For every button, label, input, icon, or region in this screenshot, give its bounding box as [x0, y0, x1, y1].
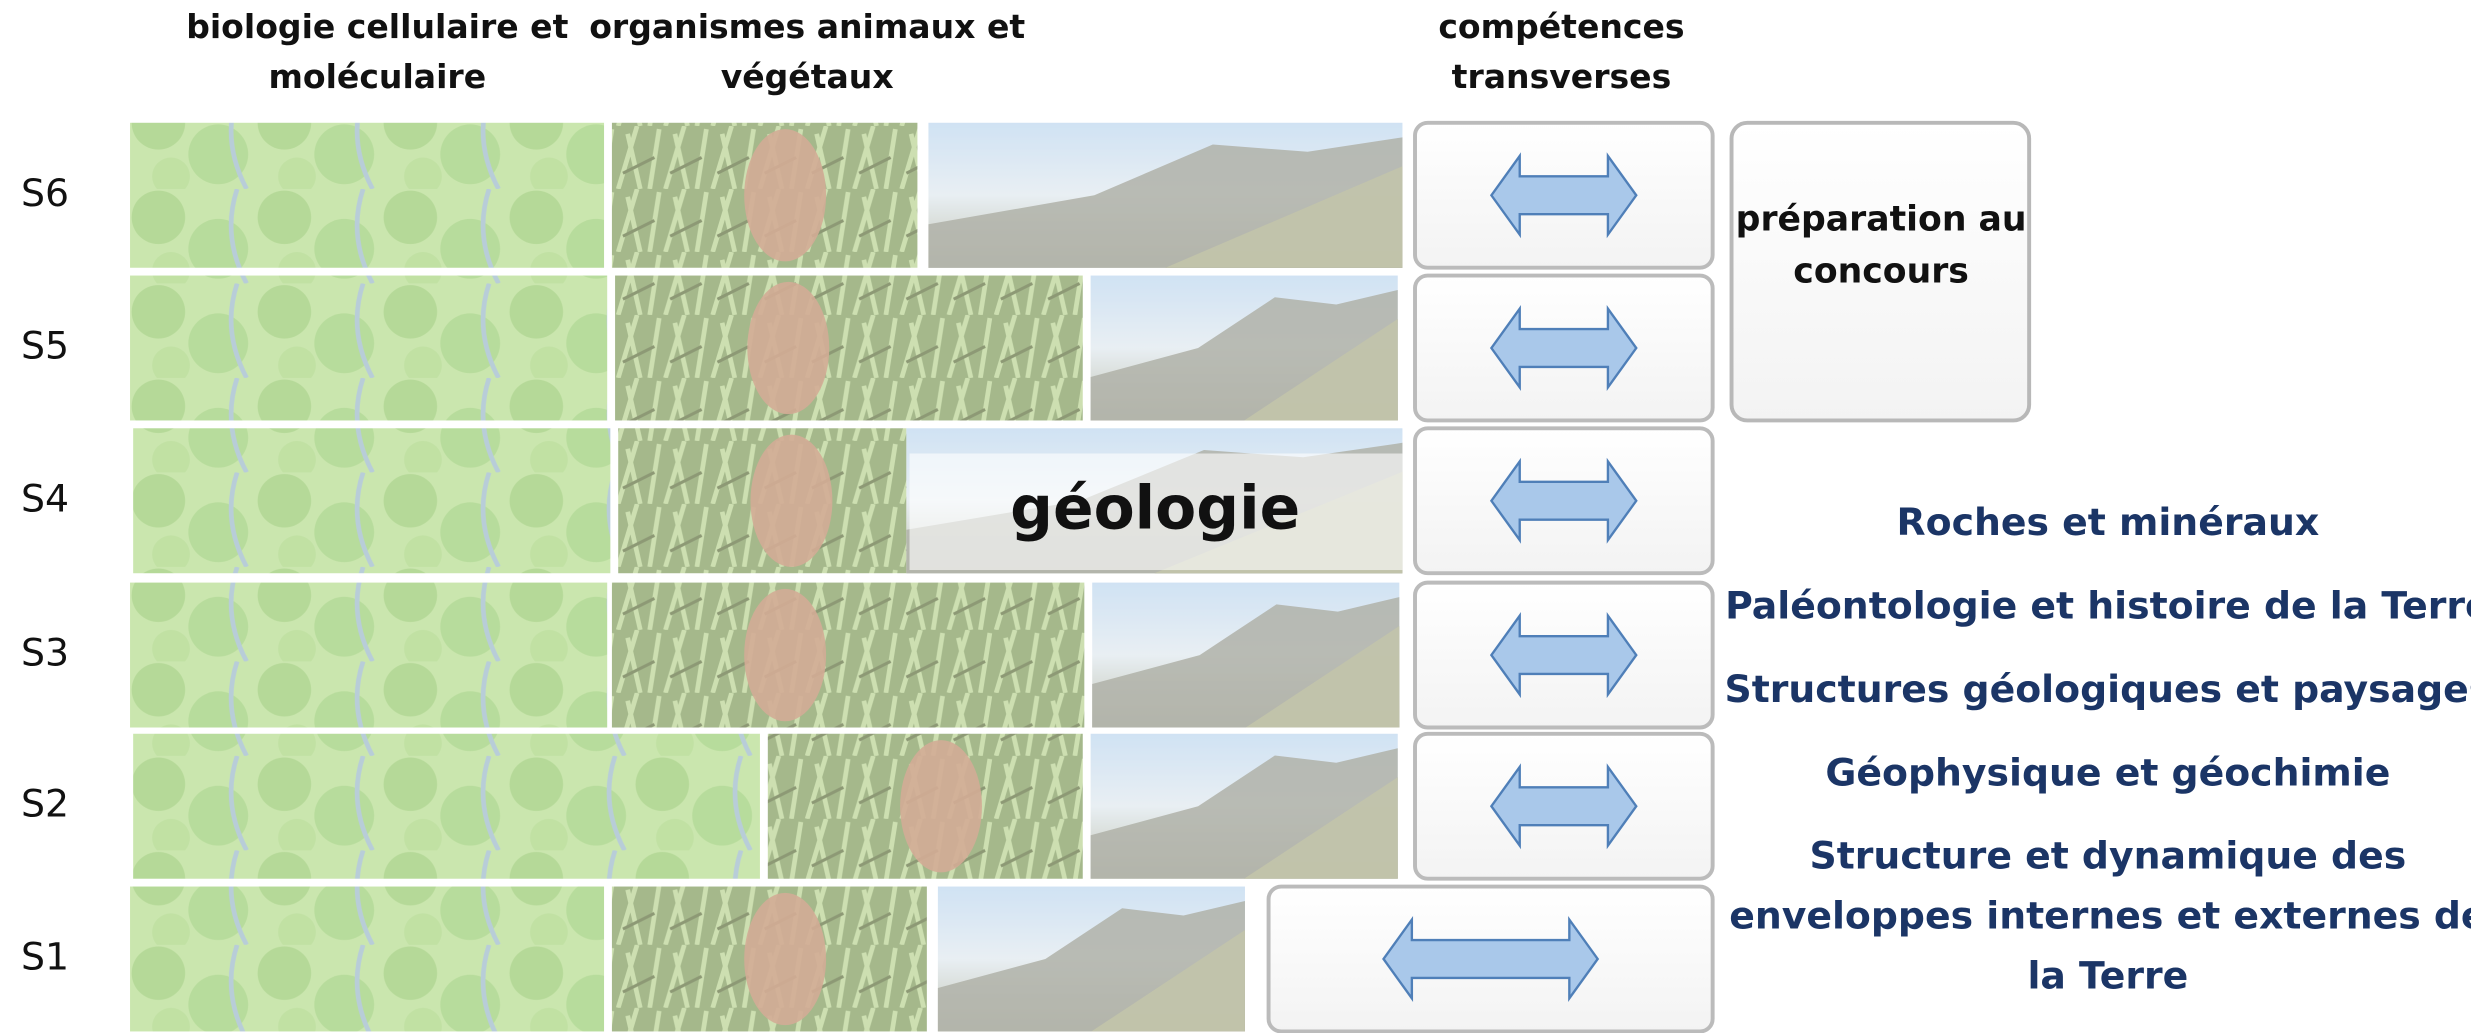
semester-label: S5 [21, 324, 69, 368]
preparation-box [1729, 120, 2032, 423]
preparation-text: préparation au [1736, 199, 2027, 239]
topic: la Terre [2027, 953, 2188, 997]
frog [900, 740, 982, 873]
biology-image [133, 428, 611, 574]
topic: Structures géologiques et paysages [1724, 667, 2471, 711]
wash [130, 275, 1398, 421]
biology-image [130, 275, 608, 421]
topic: enveloppes internes et externes de [1729, 894, 2471, 938]
biology-image [133, 733, 760, 879]
frog [744, 588, 827, 722]
wash [130, 582, 1400, 728]
semester-label: S2 [21, 782, 69, 826]
organism-image [611, 582, 1085, 728]
wash [133, 733, 1398, 879]
header: transverses [1452, 57, 1672, 96]
double-arrow [1382, 915, 1600, 1003]
double-arrow [1489, 457, 1638, 544]
header: moléculaire [268, 57, 486, 96]
double-arrow [1489, 304, 1638, 392]
header: compétences [1438, 7, 1684, 46]
wash [130, 122, 1403, 268]
double-arrow [1489, 612, 1638, 699]
topic: Géophysique et géochimie [1825, 750, 2390, 794]
geology-overlay [909, 453, 1403, 571]
header: organismes animaux et [589, 7, 1025, 46]
semester-label: S4 [21, 476, 69, 520]
wash [130, 886, 1245, 1032]
topic: Paléontologie et histoire de la Terre [1725, 583, 2471, 627]
double-arrow [1489, 152, 1638, 239]
frog [744, 129, 827, 262]
geology-label: géologie [1010, 473, 1300, 543]
biology-image [130, 122, 605, 268]
frog [744, 892, 827, 1026]
slope [1091, 930, 1245, 1032]
biology-image [130, 886, 605, 1032]
topic: Structure et dynamique des [1810, 834, 2407, 878]
preparation-text: concours [1793, 251, 1969, 291]
biology-image [130, 582, 608, 728]
semester-label: S6 [21, 171, 69, 215]
header: végétaux [721, 57, 894, 96]
header: biologie cellulaire et [186, 7, 568, 46]
frog [750, 434, 833, 567]
frog [747, 281, 830, 415]
organism-image [615, 275, 1083, 421]
double-arrow [1489, 763, 1638, 850]
semester-label: S1 [21, 934, 69, 978]
topic: Roches et minéraux [1897, 500, 2320, 544]
semester-label: S3 [21, 631, 69, 675]
